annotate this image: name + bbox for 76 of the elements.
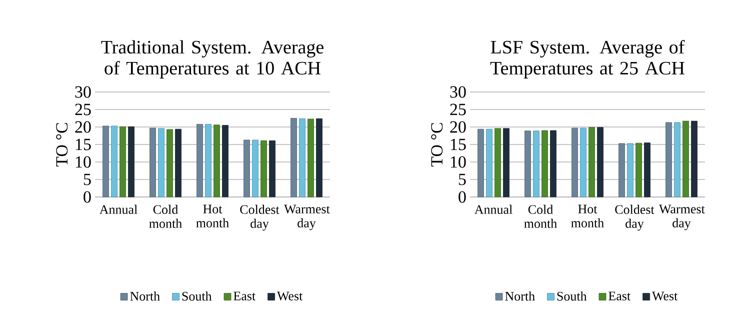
- y-tick-label: 15: [450, 138, 466, 150]
- legend-label: West: [277, 292, 303, 300]
- bar: [205, 124, 212, 198]
- bar: [120, 126, 126, 198]
- bar: [102, 126, 109, 198]
- bar: [299, 118, 306, 198]
- y-tick-label: 30: [450, 86, 466, 98]
- bar: [542, 130, 548, 198]
- y-tick-label: 25: [75, 104, 91, 116]
- y-tick-label: 15: [76, 138, 91, 150]
- bar: [588, 127, 595, 198]
- bar: [175, 128, 182, 198]
- legend-label: West: [652, 292, 678, 300]
- bar: [252, 140, 258, 198]
- bar: [214, 124, 220, 198]
- bar: [222, 125, 228, 198]
- y-tick-label: 10: [450, 156, 466, 168]
- x-tick-label: Hot month: [196, 204, 229, 228]
- y-axis-title: TO °C: [431, 123, 443, 167]
- bar: [524, 130, 531, 198]
- bar: [494, 128, 501, 198]
- bar: [682, 120, 689, 198]
- bar: [269, 140, 276, 198]
- bar: [691, 120, 698, 198]
- bar: [636, 142, 642, 198]
- legend-label: North: [505, 291, 535, 301]
- y-tick-label: 30: [75, 86, 91, 98]
- bar: [196, 124, 203, 198]
- bar: [666, 122, 672, 198]
- bar: [533, 130, 540, 198]
- legend-label: South: [557, 291, 587, 301]
- y-axis-title: TO °C: [56, 123, 68, 167]
- x-tick-label: Coldest day: [240, 204, 280, 231]
- y-tick-label: 0: [458, 191, 466, 203]
- bar: [597, 127, 604, 198]
- legend-label: East: [608, 292, 630, 300]
- y-tick-label: 5: [84, 174, 91, 186]
- y-tick-label: 0: [84, 191, 91, 203]
- chart-title: Traditional System. Average of Temperatures at 10 ACH: [101, 40, 324, 78]
- x-tick-label: Annual: [474, 204, 512, 214]
- bar: [580, 128, 586, 198]
- x-tick-label: Hot month: [571, 204, 604, 228]
- x-tick-label: Cold month: [524, 204, 557, 228]
- y-tick-label: 20: [75, 121, 91, 133]
- bar: [290, 118, 297, 198]
- bar: [128, 126, 134, 198]
- y-tick-label: 10: [76, 156, 91, 168]
- bar: [550, 130, 556, 198]
- bar: [674, 122, 680, 198]
- x-tick-label: Cold month: [149, 204, 182, 228]
- legend-label: North: [130, 291, 160, 301]
- bar: [644, 142, 650, 198]
- bar: [111, 126, 118, 198]
- y-tick-label: 5: [458, 174, 466, 186]
- bar: [503, 128, 510, 198]
- bar: [478, 128, 484, 198]
- x-tick-label: Annual: [100, 204, 138, 214]
- bar: [316, 118, 322, 198]
- legend-label: South: [182, 291, 212, 301]
- bar: [150, 128, 156, 198]
- bar: [166, 129, 173, 198]
- x-tick-label: Warmest day: [659, 204, 705, 230]
- y-tick-label: 20: [450, 121, 466, 133]
- bar: [486, 128, 492, 198]
- bar: [244, 140, 250, 198]
- legend-label: East: [234, 292, 256, 300]
- bar: [260, 140, 267, 198]
- x-tick-label: Coldest day: [615, 204, 654, 231]
- bar: [572, 128, 578, 198]
- bar: [618, 143, 625, 198]
- bar: [627, 143, 634, 198]
- bar: [158, 128, 164, 198]
- x-tick-label: Warmest day: [284, 204, 330, 230]
- chart-title: LSF System. Average of Temperatures at 25 ACH: [490, 40, 685, 78]
- bar: [308, 118, 314, 198]
- y-tick-label: 25: [450, 104, 466, 116]
